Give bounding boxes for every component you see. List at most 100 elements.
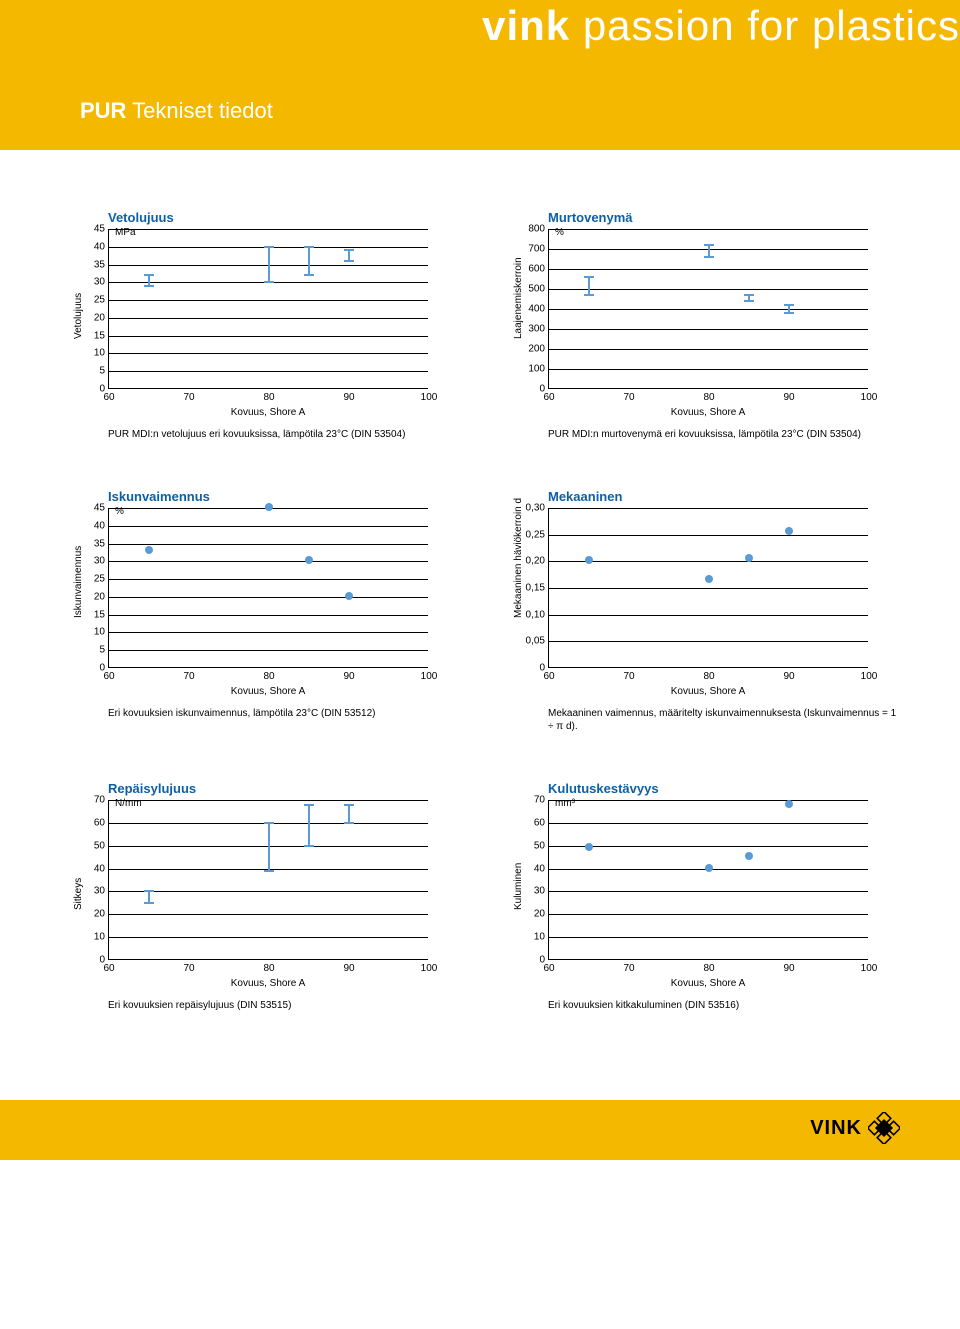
error-bar xyxy=(308,805,310,846)
x-tick: 90 xyxy=(783,667,794,682)
error-cap xyxy=(744,294,754,296)
chart-repaisylujuus: Repäisylujuus01020304050607060708090100N… xyxy=(60,781,460,1012)
gridline xyxy=(549,309,868,310)
y-tick: 70 xyxy=(534,795,549,806)
gridline xyxy=(109,650,428,651)
gridline xyxy=(549,823,868,824)
error-cap xyxy=(584,294,594,296)
x-axis-label: Kovuus, Shore A xyxy=(108,407,428,418)
chart-caption: Eri kovuuksien kitkakuluminen (DIN 53516… xyxy=(500,999,900,1012)
x-tick: 100 xyxy=(421,959,438,974)
error-cap xyxy=(144,890,154,892)
y-tick: 35 xyxy=(94,538,109,549)
error-cap xyxy=(744,300,754,302)
error-cap xyxy=(784,312,794,314)
gridline xyxy=(549,229,868,230)
data-point xyxy=(305,556,313,564)
chart-caption: Mekaaninen vaimennus, määritelty iskunva… xyxy=(500,707,900,733)
x-tick: 70 xyxy=(623,667,634,682)
x-tick: 80 xyxy=(263,388,274,403)
x-tick: 100 xyxy=(861,388,878,403)
gridline xyxy=(109,526,428,527)
gridline xyxy=(549,289,868,290)
error-cap xyxy=(304,246,314,248)
gridline xyxy=(109,597,428,598)
y-tick: 20 xyxy=(94,591,109,602)
error-bar xyxy=(308,247,310,275)
gridline xyxy=(109,336,428,337)
page-title: PUR Tekniset tiedot xyxy=(80,98,273,124)
y-tick: 20 xyxy=(534,909,549,920)
y-tick: 45 xyxy=(94,503,109,514)
x-axis-label: Kovuus, Shore A xyxy=(548,407,868,418)
page-title-bold: PUR xyxy=(80,98,126,123)
gridline xyxy=(549,800,868,801)
y-tick: 45 xyxy=(94,224,109,235)
gridline xyxy=(109,318,428,319)
gridline xyxy=(549,846,868,847)
data-point xyxy=(745,554,753,562)
y-tick: 30 xyxy=(534,886,549,897)
error-cap xyxy=(144,274,154,276)
chart-caption: Eri kovuuksien repäisylujuus (DIN 53515) xyxy=(60,999,460,1012)
error-cap xyxy=(264,246,274,248)
y-axis-label: Mekaaninen häviökerroin d xyxy=(513,498,524,618)
error-cap xyxy=(704,256,714,258)
x-tick: 70 xyxy=(183,388,194,403)
x-axis-label: Kovuus, Shore A xyxy=(108,686,428,697)
y-axis-label: Sitkeys xyxy=(73,878,84,910)
unit-label: % xyxy=(115,506,124,517)
gridline xyxy=(549,588,868,589)
page-footer: VINK xyxy=(0,1100,960,1160)
gridline xyxy=(549,329,868,330)
error-cap xyxy=(144,902,154,904)
x-tick: 100 xyxy=(861,959,878,974)
y-tick: 25 xyxy=(94,574,109,585)
gridline xyxy=(549,914,868,915)
error-cap xyxy=(784,304,794,306)
x-tick: 60 xyxy=(103,959,114,974)
chart-canvas: 01020304050607060708090100N/mmSitkeysKov… xyxy=(60,800,460,989)
chart-caption: PUR MDI:n murtovenymä eri kovuuksissa, l… xyxy=(500,428,900,441)
chart-canvas: 00,050,100,150,200,250,3060708090100Meka… xyxy=(500,508,900,697)
x-tick: 80 xyxy=(703,667,714,682)
chart-row: Repäisylujuus01020304050607060708090100N… xyxy=(60,781,900,1012)
error-cap xyxy=(304,274,314,276)
gridline xyxy=(109,615,428,616)
x-axis-label: Kovuus, Shore A xyxy=(548,686,868,697)
y-tick: 50 xyxy=(94,840,109,851)
chart-caption: Eri kovuuksien iskunvaimennus, lämpötila… xyxy=(60,707,460,720)
unit-label: MPa xyxy=(115,227,136,238)
y-tick: 15 xyxy=(94,609,109,620)
gridline xyxy=(109,371,428,372)
x-tick: 70 xyxy=(183,959,194,974)
x-tick: 100 xyxy=(861,667,878,682)
y-tick: 30 xyxy=(94,886,109,897)
x-tick: 90 xyxy=(783,388,794,403)
y-tick: 0,10 xyxy=(526,609,549,620)
error-bar xyxy=(268,823,270,871)
y-tick: 15 xyxy=(94,330,109,341)
y-tick: 10 xyxy=(534,932,549,943)
y-tick: 10 xyxy=(94,932,109,943)
unit-label: % xyxy=(555,227,564,238)
chart-mekaaninen: Mekaaninen00,050,100,150,200,250,3060708… xyxy=(500,489,900,733)
y-tick: 10 xyxy=(94,627,109,638)
y-tick: 50 xyxy=(534,840,549,851)
gridline xyxy=(549,641,868,642)
gridline xyxy=(109,914,428,915)
chart-caption: PUR MDI:n vetolujuus eri kovuuksissa, lä… xyxy=(60,428,460,441)
gridline xyxy=(109,579,428,580)
x-tick: 80 xyxy=(263,667,274,682)
gridline xyxy=(109,800,428,801)
error-cap xyxy=(264,870,274,872)
error-cap xyxy=(304,804,314,806)
y-tick: 25 xyxy=(94,295,109,306)
gridline xyxy=(549,891,868,892)
x-tick: 80 xyxy=(263,959,274,974)
plot-area: 05101520253035404560708090100%Iskunvaime… xyxy=(108,508,428,668)
plot-area: 01020304050607060708090100N/mmSitkeys xyxy=(108,800,428,960)
gridline xyxy=(549,269,868,270)
x-tick: 100 xyxy=(421,388,438,403)
error-bar xyxy=(348,805,350,823)
